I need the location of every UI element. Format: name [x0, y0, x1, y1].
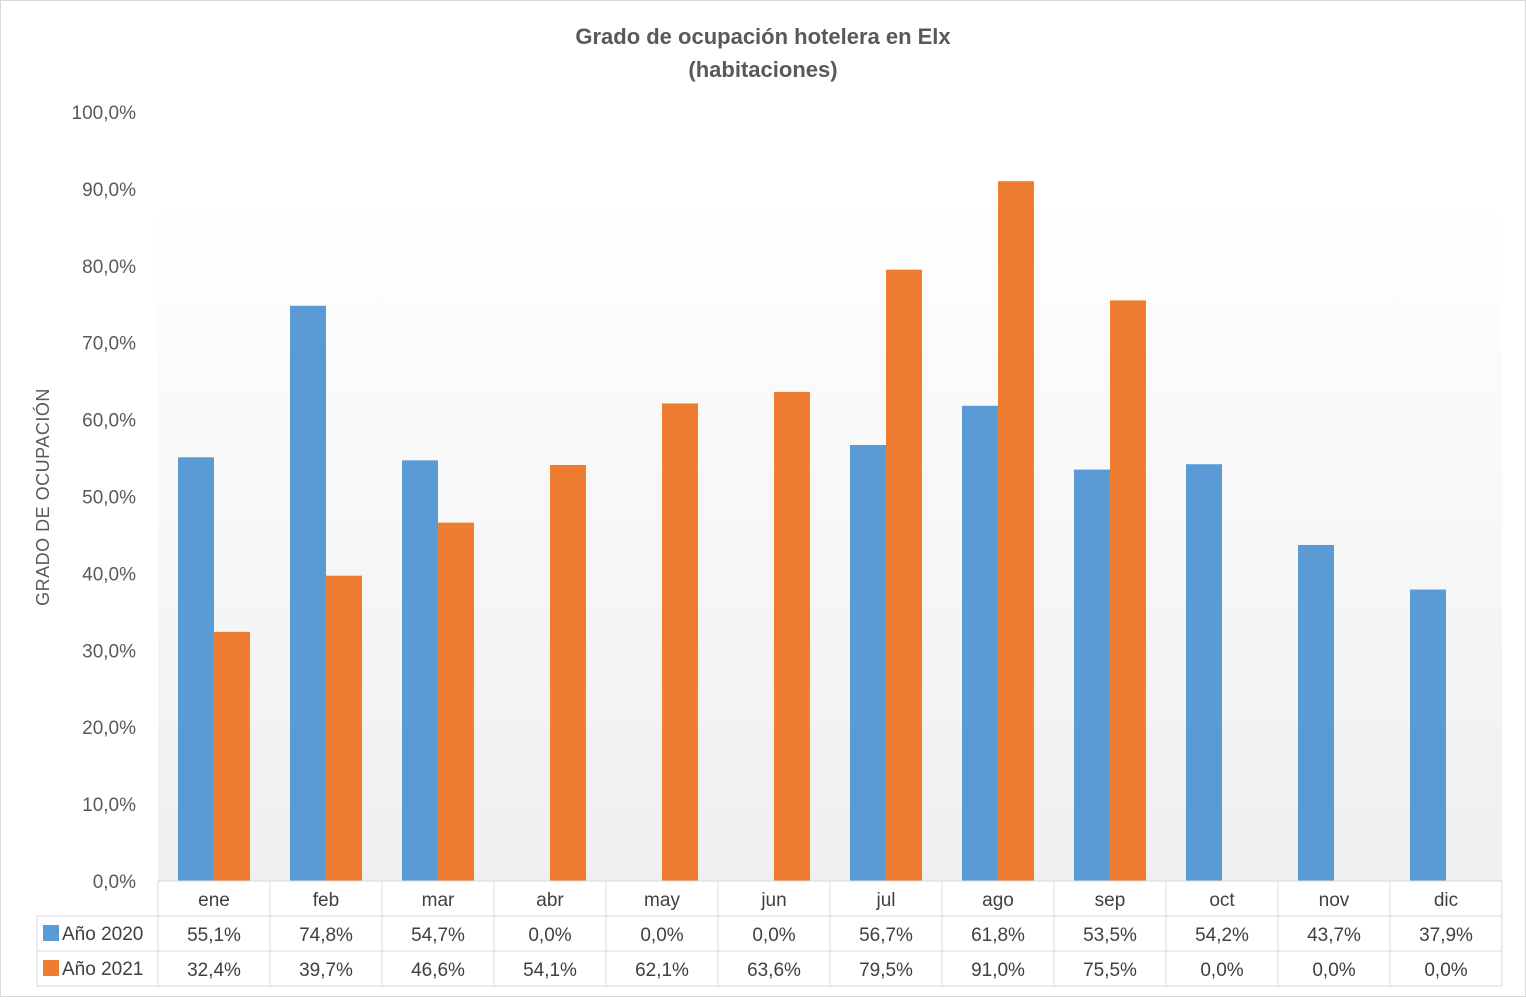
- y-tick-label: 60,0%: [82, 411, 136, 432]
- data-table-cell: 54,1%: [523, 960, 577, 981]
- data-table-cell: 54,7%: [411, 925, 465, 946]
- data-table-cell: 0,0%: [1200, 960, 1243, 981]
- legend-series-name: Año 2021: [62, 959, 143, 980]
- data-table-cell: 91,0%: [971, 960, 1025, 981]
- y-axis-ticks: 0,0% 10,0% 20,0% 30,0% 40,0% 50,0% 60,0% 70,0% 8…: [72, 103, 137, 893]
- y-tick-label: 90,0%: [82, 180, 136, 201]
- data-table-cell: 32,4%: [187, 960, 241, 981]
- bar-2020-oct: [1186, 464, 1222, 881]
- x-category-label: sep: [1095, 890, 1126, 911]
- y-tick-label: 40,0%: [82, 564, 136, 585]
- bar-2021-feb: [326, 575, 362, 881]
- data-table-cell: 0,0%: [528, 925, 571, 946]
- legend-swatch: [43, 925, 59, 941]
- x-category-label: feb: [313, 890, 339, 911]
- data-table-cell: 55,1%: [187, 925, 241, 946]
- x-category-label: jul: [875, 890, 895, 911]
- bar-2021-abr: [550, 464, 586, 881]
- plot-area: [158, 199, 1502, 881]
- chart-subtitle: (habitaciones): [688, 57, 837, 82]
- y-tick-label: 80,0%: [82, 257, 136, 278]
- x-category-label: jun: [760, 890, 786, 911]
- bar-2021-ago: [998, 181, 1034, 881]
- bar-2021-jun: [774, 391, 810, 881]
- x-category-label: abr: [536, 890, 564, 911]
- data-table-cell: 39,7%: [299, 960, 353, 981]
- x-category-label: nov: [1319, 890, 1350, 911]
- bar-2021-jul: [886, 269, 922, 881]
- data-table-cell: 0,0%: [1424, 960, 1467, 981]
- legend-swatch: [43, 960, 59, 976]
- y-tick-label: 0,0%: [93, 872, 136, 893]
- y-tick-label: 50,0%: [82, 488, 136, 509]
- data-table-cell: 43,7%: [1307, 925, 1361, 946]
- bar-2021-sep: [1110, 300, 1146, 881]
- data-table-cell: 62,1%: [635, 960, 689, 981]
- y-tick-label: 20,0%: [82, 718, 136, 739]
- data-table-cell: 79,5%: [859, 960, 913, 981]
- data-table-cell: 54,2%: [1195, 925, 1249, 946]
- y-tick-label: 70,0%: [82, 334, 136, 355]
- data-table-cell: 0,0%: [640, 925, 683, 946]
- data-table-cell: 0,0%: [1312, 960, 1355, 981]
- x-category-label: dic: [1434, 890, 1458, 911]
- data-table-cell: 0,0%: [752, 925, 795, 946]
- y-tick-label: 100,0%: [72, 103, 137, 124]
- x-category-label: mar: [422, 890, 455, 911]
- y-tick-label: 30,0%: [82, 641, 136, 662]
- legend-series-name: Año 2020: [62, 924, 143, 945]
- bar-2020-ene: [178, 457, 214, 881]
- x-category-label: may: [644, 890, 680, 911]
- data-table-cell: 63,6%: [747, 960, 801, 981]
- data-table-cell: 37,9%: [1419, 925, 1473, 946]
- data-table-cell: 46,6%: [411, 960, 465, 981]
- bar-2020-jul: [850, 444, 886, 881]
- bar-2021-ene: [214, 631, 250, 881]
- bar-2020-feb: [290, 305, 326, 882]
- bar-2020-nov: [1298, 544, 1334, 881]
- y-axis-label: GRADO DE OCUPACIÓN: [32, 388, 53, 606]
- bar-2021-may: [662, 403, 698, 881]
- bars: [178, 181, 1446, 882]
- data-table: ene feb mar abr may jun jul ago sep oct nov dic Año …: [36, 880, 1503, 987]
- bar-2020-mar: [402, 460, 438, 881]
- data-table-cell: 75,5%: [1083, 960, 1137, 981]
- x-category-label: ago: [982, 890, 1014, 911]
- x-category-label: ene: [198, 890, 230, 911]
- data-table-cell: 74,8%: [299, 925, 353, 946]
- bar-2020-ago: [962, 405, 998, 881]
- data-table-cell: 53,5%: [1083, 925, 1137, 946]
- bar-2020-sep: [1074, 469, 1110, 881]
- x-category-label: oct: [1209, 890, 1235, 911]
- y-tick-label: 10,0%: [82, 795, 136, 816]
- data-table-cell: 56,7%: [859, 925, 913, 946]
- bar-2021-mar: [438, 522, 474, 881]
- chart-title: Grado de ocupación hotelera en Elx: [575, 24, 951, 49]
- bar-2020-dic: [1410, 589, 1446, 881]
- data-table-cell: 61,8%: [971, 925, 1025, 946]
